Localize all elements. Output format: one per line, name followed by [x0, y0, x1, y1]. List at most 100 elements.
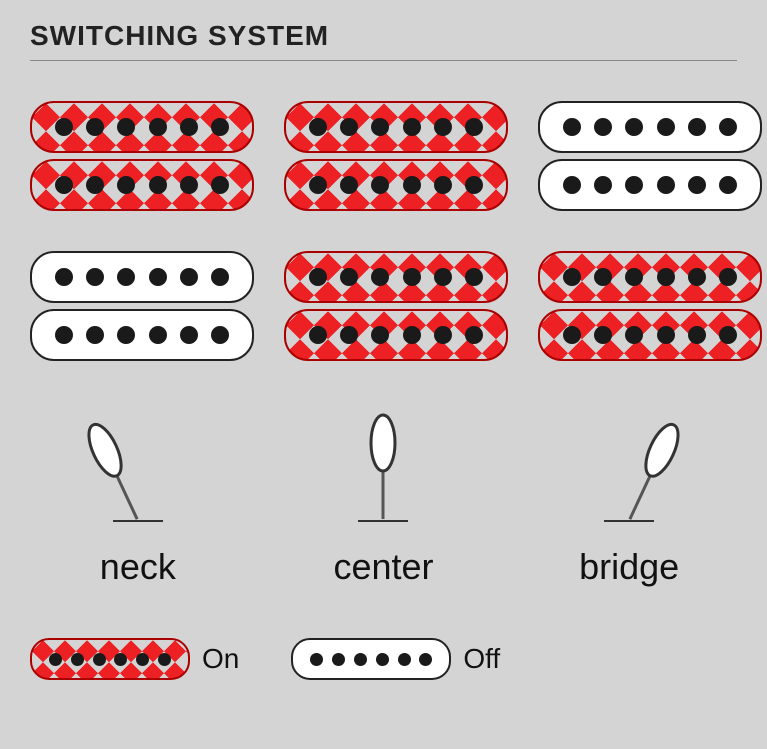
pole-dot: [86, 118, 104, 136]
pole-dot: [149, 326, 167, 344]
pole-dot: [211, 268, 229, 286]
toggle-switch-icon: [323, 411, 443, 531]
pole-dot: [719, 176, 737, 194]
switch-position-bridge: bridge: [521, 411, 737, 588]
pole-dot: [86, 326, 104, 344]
pickup-coil-off: [291, 638, 451, 680]
pole-dot: [719, 326, 737, 344]
pickup-coil-off: [538, 159, 762, 211]
pickup-coil-off: [30, 309, 254, 361]
pole-dot: [117, 118, 135, 136]
switch-label: center: [333, 546, 433, 588]
pole-dot: [340, 268, 358, 286]
pickup-grid: [30, 101, 737, 361]
pole-dot: [55, 176, 73, 194]
pole-dot: [419, 653, 432, 666]
pole-dot: [403, 268, 421, 286]
pole-dot: [434, 118, 452, 136]
pole-dot: [594, 118, 612, 136]
pole-dot: [563, 268, 581, 286]
pole-dot: [465, 326, 483, 344]
pole-dot: [55, 118, 73, 136]
switch-label: neck: [100, 546, 176, 588]
pole-dot: [149, 118, 167, 136]
pole-dot: [309, 326, 327, 344]
pole-dot: [340, 176, 358, 194]
pole-dot: [114, 653, 127, 666]
pole-dot: [625, 268, 643, 286]
pole-dot: [310, 653, 323, 666]
pole-dot: [594, 268, 612, 286]
pole-dot: [211, 326, 229, 344]
pole-dot: [309, 268, 327, 286]
pole-dot: [117, 268, 135, 286]
toggle-switch-icon: [78, 411, 198, 531]
pole-dot: [465, 176, 483, 194]
pole-dot: [211, 118, 229, 136]
pole-dot: [180, 118, 198, 136]
pickup-coil-on: [538, 309, 762, 361]
pole-dot: [403, 326, 421, 344]
pole-dot: [211, 176, 229, 194]
divider: [30, 60, 737, 61]
pole-dot: [657, 118, 675, 136]
pole-dot: [332, 653, 345, 666]
legend-label-on: On: [202, 643, 239, 675]
pole-dot: [93, 653, 106, 666]
legend: On Off: [30, 638, 737, 680]
pole-dot: [657, 268, 675, 286]
pole-dot: [149, 268, 167, 286]
pole-dot: [158, 653, 171, 666]
pole-dot: [86, 268, 104, 286]
toggle-switch-icon: [569, 411, 689, 531]
pole-dot: [563, 176, 581, 194]
pickup-coil-off: [30, 251, 254, 303]
pole-dot: [398, 653, 411, 666]
pole-dot: [180, 268, 198, 286]
pole-dot: [354, 653, 367, 666]
pole-dot: [403, 118, 421, 136]
pickup-coil-off: [538, 101, 762, 153]
pole-dot: [625, 326, 643, 344]
humbucker: [284, 251, 508, 361]
pole-dot: [688, 118, 706, 136]
pole-dot: [657, 326, 675, 344]
pole-dot: [180, 176, 198, 194]
pole-dot: [55, 326, 73, 344]
pickup-coil-on: [30, 101, 254, 153]
pole-dot: [371, 268, 389, 286]
humbucker: [284, 101, 508, 211]
pickup-coil-on: [30, 638, 190, 680]
pole-dot: [719, 268, 737, 286]
pole-dot: [86, 176, 104, 194]
humbucker: [30, 251, 254, 361]
pole-dot: [371, 326, 389, 344]
switch-position-center: center: [276, 411, 492, 588]
humbucker: [30, 101, 254, 211]
pole-dot: [563, 118, 581, 136]
pole-dot: [434, 326, 452, 344]
pole-dot: [434, 176, 452, 194]
pole-dot: [594, 326, 612, 344]
switch-label: bridge: [579, 546, 679, 588]
legend-label-off: Off: [463, 643, 500, 675]
switching-system-diagram: SWITCHING SYSTEM neckcenterbridge OnOff: [0, 0, 767, 710]
humbucker: [538, 101, 762, 211]
humbucker: [538, 251, 762, 361]
pole-dot: [403, 176, 421, 194]
pole-dot: [625, 176, 643, 194]
pickup-coil-on: [284, 159, 508, 211]
pickup-coil-on: [284, 101, 508, 153]
pole-dot: [117, 326, 135, 344]
pole-dot: [149, 176, 167, 194]
pole-dot: [465, 118, 483, 136]
pole-dot: [309, 176, 327, 194]
pole-dot: [117, 176, 135, 194]
pole-dot: [55, 268, 73, 286]
pickup-coil-on: [30, 159, 254, 211]
pickup-coil-on: [538, 251, 762, 303]
pole-dot: [625, 118, 643, 136]
pole-dot: [376, 653, 389, 666]
pole-dot: [465, 268, 483, 286]
pole-dot: [136, 653, 149, 666]
